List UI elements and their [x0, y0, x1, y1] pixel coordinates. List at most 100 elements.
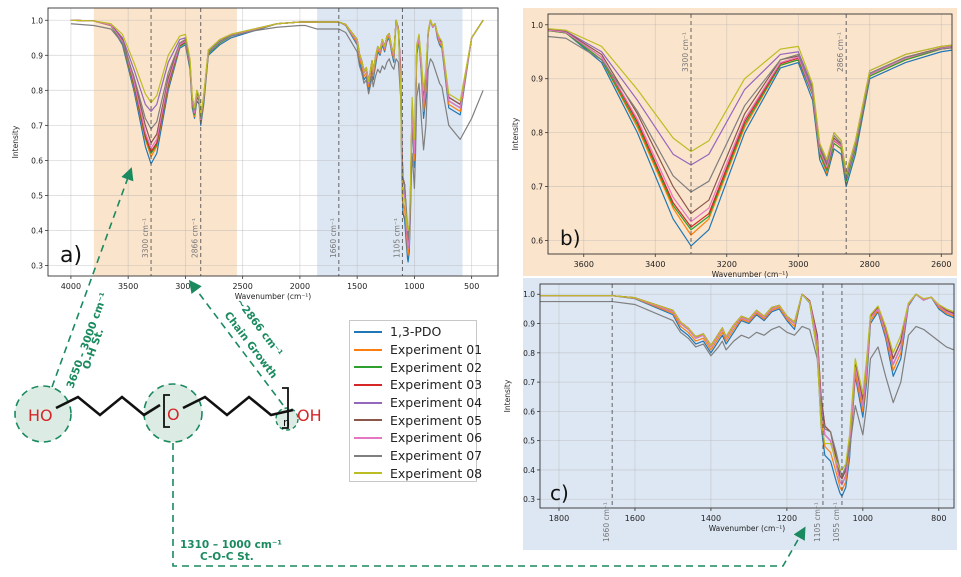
- plot-frame-c: [539, 283, 955, 509]
- y-axis-label-b: Intensity: [511, 117, 520, 150]
- legend-label: Experiment 02: [390, 359, 483, 375]
- legend-label: Experiment 06: [390, 430, 483, 446]
- carbon-chain-left: [55, 395, 161, 417]
- y-tick-label-b-3: 0.9: [531, 75, 543, 84]
- y-tick-label-a-4: 0.7: [31, 121, 43, 130]
- plot-frame-a: [47, 7, 499, 277]
- vline-label-c-1: 1105 cm⁻¹: [813, 502, 822, 542]
- y-tick-label-a-6: 0.9: [31, 51, 43, 60]
- y-tick-label-a-0: 0.3: [31, 261, 43, 270]
- x-tick-label-b-0: 3600: [574, 260, 594, 269]
- molecule-oh-right-label: OH: [297, 406, 322, 425]
- legend-swatch: [354, 419, 382, 422]
- legend-label: 1,3-PDO: [390, 324, 442, 340]
- legend-swatch: [354, 366, 382, 369]
- x-tick-label-a-3: 2500: [232, 282, 252, 291]
- y-tick-label-c-4: 0.7: [523, 378, 535, 387]
- legend-swatch: [354, 330, 382, 333]
- series-line-b-6: [548, 29, 952, 223]
- legend-item: Experiment 04: [354, 394, 482, 412]
- y-tick-label-b-4: 1.0: [531, 21, 543, 30]
- x-tick-label-b-2: 3200: [717, 260, 737, 269]
- panel-label-a: a): [60, 243, 82, 268]
- vline-label-b-1: 2866 cm⁻¹: [836, 32, 845, 72]
- x-tick-label-c-3: 1200: [777, 514, 797, 523]
- oh-group-circle: [14, 385, 72, 443]
- bracket-left: [163, 394, 170, 428]
- y-axis-label-a: Intensity: [11, 125, 20, 158]
- legend-item: Experiment 03: [354, 376, 482, 394]
- legend-item: Experiment 07: [354, 447, 482, 465]
- y-tick-label-a-1: 0.4: [31, 226, 43, 235]
- y-tick-label-c-7: 1.0: [523, 290, 535, 299]
- x-tick-label-b-1: 3400: [645, 260, 665, 269]
- series-group-a: [70, 19, 484, 263]
- legend-swatch: [354, 472, 382, 475]
- carbon-chain-right: [182, 395, 294, 417]
- series-line-b-2: [548, 29, 952, 231]
- vline-label-b-0: 3300 cm⁻¹: [681, 32, 690, 72]
- y-tick-label-a-3: 0.6: [31, 156, 43, 165]
- y-tick-label-c-0: 0.3: [523, 495, 535, 504]
- y-tick-label-c-5: 0.8: [523, 349, 535, 358]
- coc-annotation-line1: 1310 – 1000 cm⁻¹: [180, 539, 282, 551]
- legend-item: Experiment 01: [354, 341, 482, 359]
- legend-label: Experiment 05: [390, 412, 483, 428]
- x-tick-label-a-6: 1000: [404, 282, 424, 291]
- x-axis-label-a: Wavenumber (cm⁻¹): [235, 292, 312, 301]
- vline-label-a-3: 1105 cm⁻¹: [392, 218, 401, 258]
- legend-item: Experiment 02: [354, 358, 482, 376]
- panel-label-c: c): [550, 481, 569, 505]
- x-tick-label-a-2: 3000: [175, 282, 195, 291]
- molecule-o-label: O: [167, 405, 180, 424]
- vline-label-a-2: 1660 cm⁻¹: [329, 218, 338, 258]
- legend-item: Experiment 08: [354, 465, 482, 483]
- x-tick-label-b-4: 2800: [860, 260, 880, 269]
- series-line-c-7: [540, 300, 954, 477]
- y-tick-label-a-2: 0.5: [31, 191, 43, 200]
- x-tick-label-a-4: 2000: [290, 282, 310, 291]
- series-group-b: [548, 28, 952, 247]
- x-tick-label-a-7: 500: [464, 282, 479, 291]
- oh-annotation-line1: 3650 - 3000 cm⁻¹: [65, 291, 111, 390]
- shaded-region-a-1: [317, 8, 463, 276]
- y-tick-label-a-7: 1.0: [31, 16, 43, 25]
- series-line-b-1: [548, 29, 952, 236]
- vline-label-a-0: 3300 cm⁻¹: [141, 218, 150, 258]
- vline-label-c-2: 1055 cm⁻¹: [832, 502, 841, 542]
- legend-swatch: [354, 401, 382, 404]
- bracket-right: [282, 387, 289, 429]
- x-axis-label-c: Wavenumber (cm⁻¹): [709, 524, 786, 533]
- legend-swatch: [354, 383, 382, 386]
- x-tick-label-c-5: 800: [931, 514, 946, 523]
- series-group-c: [540, 293, 954, 497]
- oh-arrow: [51, 167, 134, 388]
- molecule-n-subscript: n: [283, 416, 290, 429]
- x-tick-label-a-0: 4000: [61, 282, 81, 291]
- legend-label: Experiment 08: [390, 465, 483, 481]
- molecule-structure: HO O OH n: [14, 383, 322, 443]
- vline-label-a-1: 2866 cm⁻¹: [191, 218, 200, 258]
- x-axis-label-b: Wavenumber (cm⁻¹): [712, 270, 789, 279]
- legend-swatch: [354, 348, 382, 351]
- series-line-a-7: [70, 23, 484, 239]
- x-tick-label-c-2: 1400: [701, 514, 721, 523]
- x-tick-label-a-1: 3500: [118, 282, 138, 291]
- legend-label: Experiment 07: [390, 448, 483, 464]
- series-line-a-8: [70, 19, 484, 232]
- legend: 1,3-PDO Experiment 01 Experiment 02 Experim…: [349, 320, 482, 483]
- coc-annotation-line2: C-O-C St.: [200, 551, 254, 563]
- x-tick-label-c-1: 1600: [625, 514, 645, 523]
- legend-item: Experiment 06: [354, 429, 482, 447]
- series-line-c-6: [540, 293, 954, 486]
- chart-panel-a: 3300 cm⁻¹ 2866 cm⁻¹ 1660 cm⁻¹ 1105 cm⁻¹ 4000…: [11, 7, 499, 301]
- series-line-b-0: [548, 29, 952, 247]
- y-tick-label-b-2: 0.8: [531, 129, 543, 138]
- x-tick-label-b-5: 2600: [931, 260, 951, 269]
- legend-item: 1,3-PDO: [354, 323, 472, 341]
- y-tick-label-c-1: 0.4: [523, 466, 535, 475]
- legend-swatch: [354, 454, 382, 457]
- vline-label-c-0: 1660 cm⁻¹: [602, 502, 611, 542]
- y-tick-label-c-2: 0.5: [523, 437, 535, 446]
